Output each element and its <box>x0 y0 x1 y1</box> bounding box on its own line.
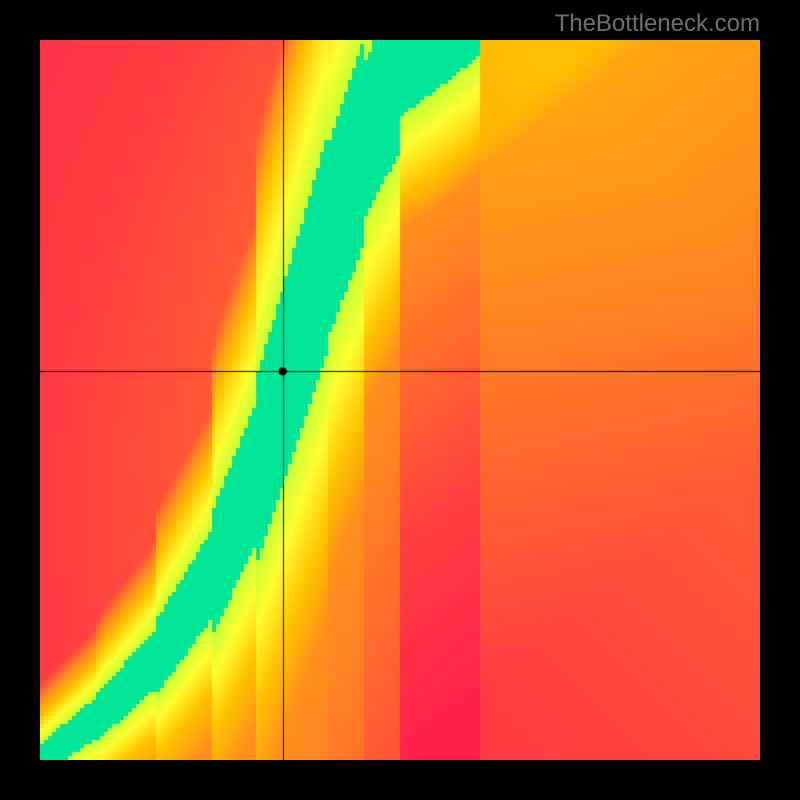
watermark-text: TheBottleneck.com <box>555 10 760 38</box>
bottleneck-heatmap <box>40 40 760 760</box>
chart-container: TheBottleneck.com <box>0 0 800 800</box>
